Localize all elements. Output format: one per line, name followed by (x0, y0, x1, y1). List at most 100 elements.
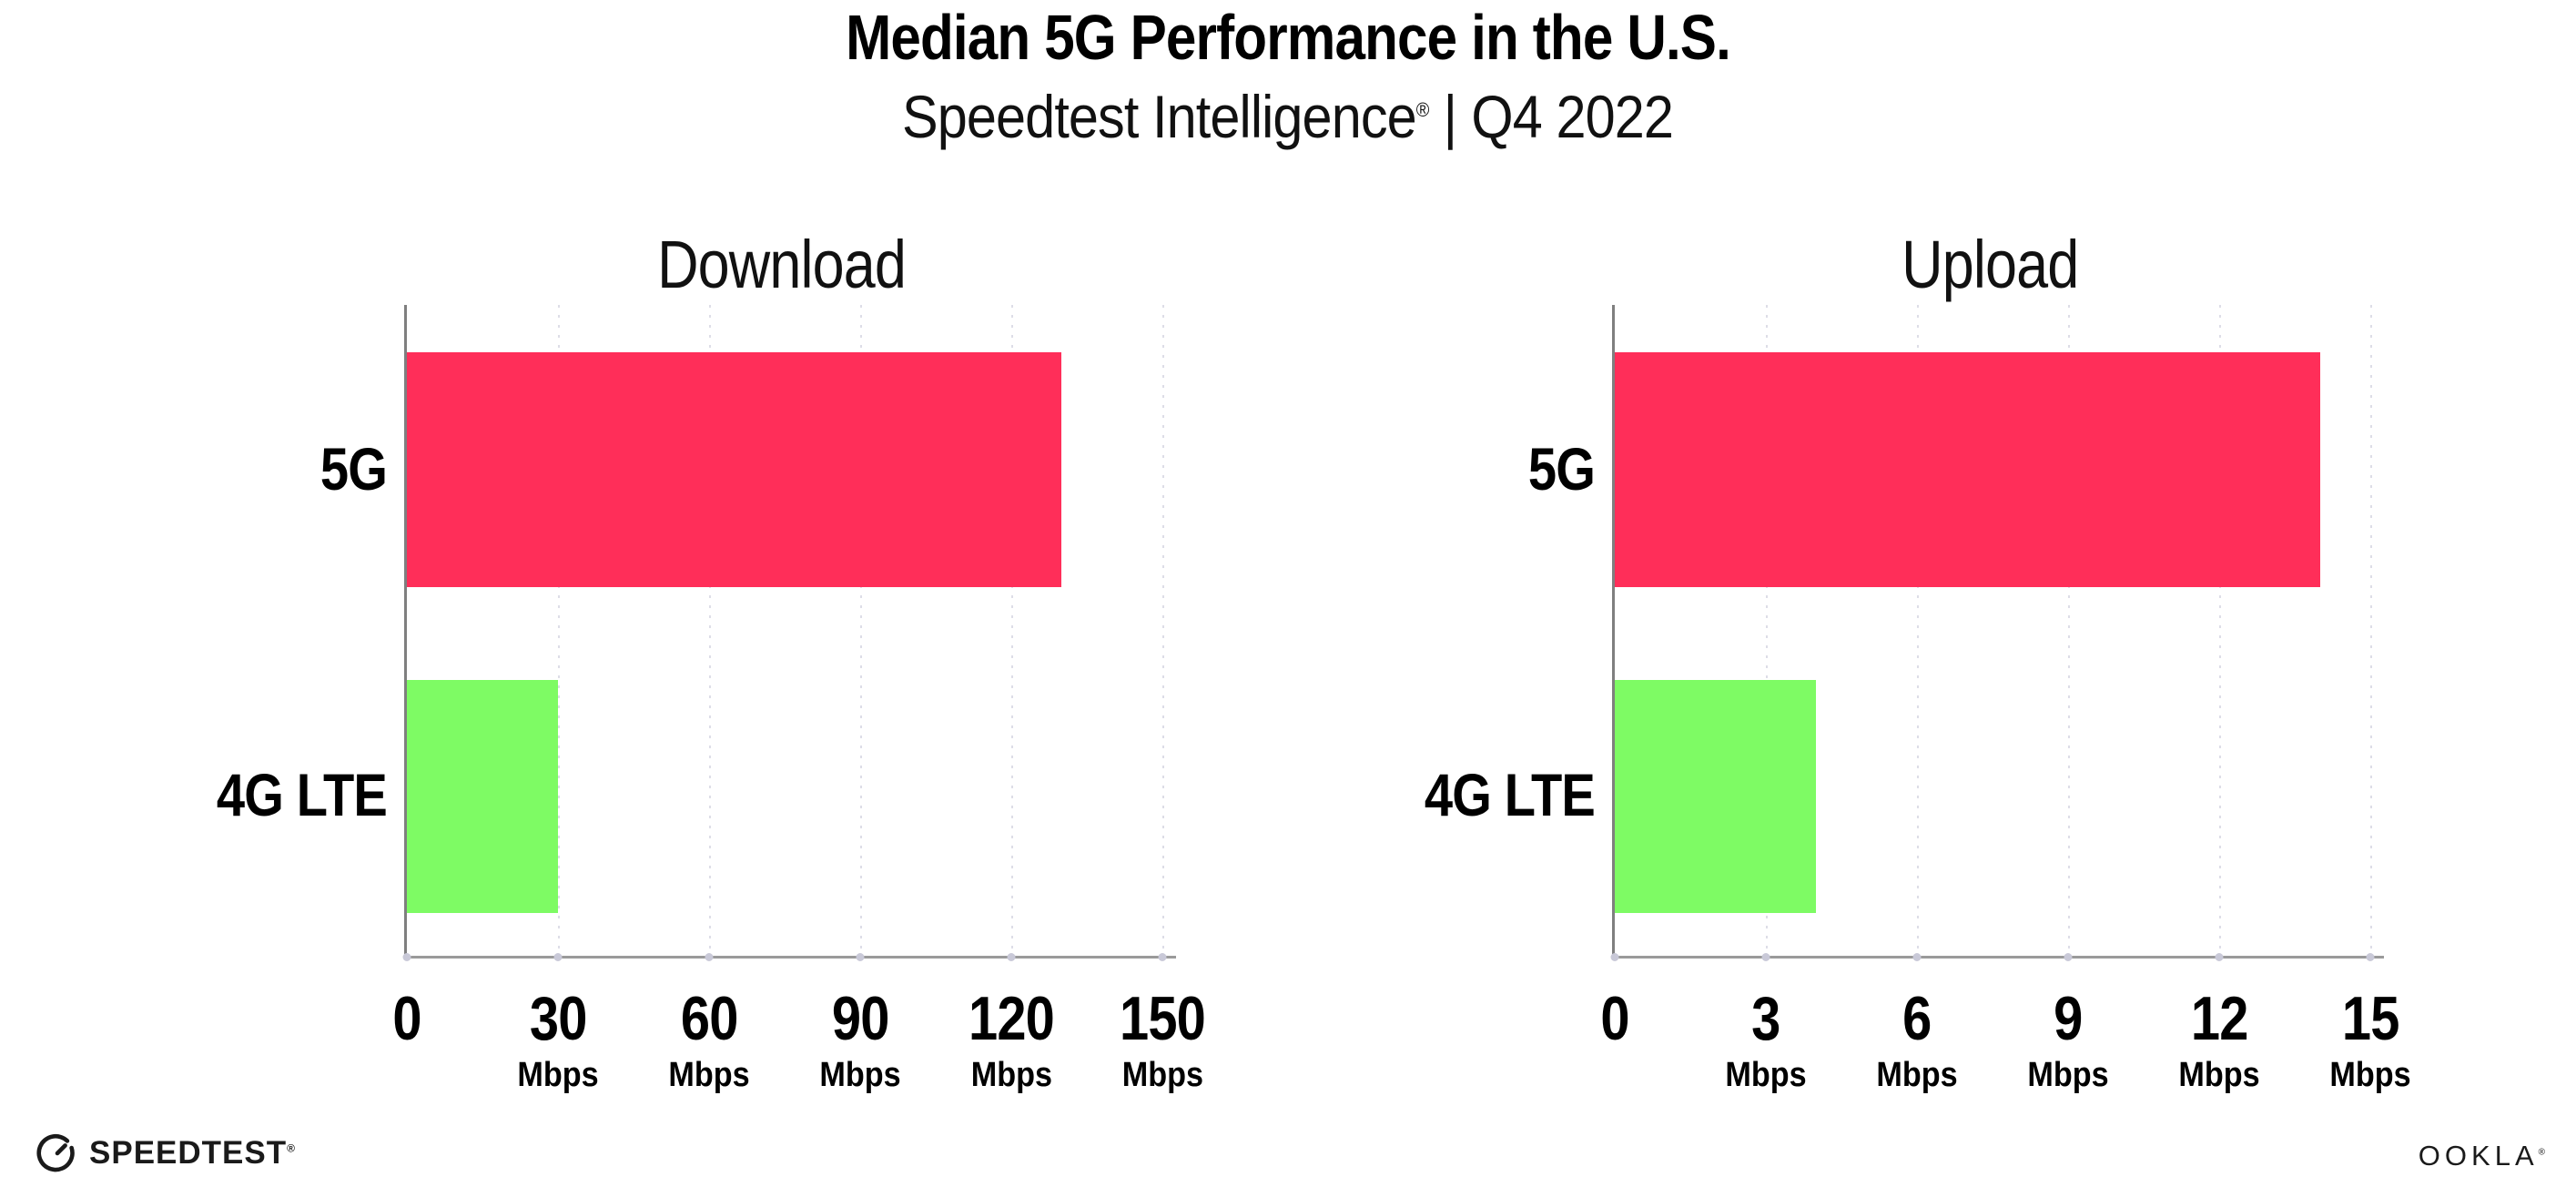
subtitle-divider: | (1444, 83, 1457, 150)
tick-unit: Mbps (2023, 1056, 2113, 1095)
grid-line-120 (1011, 305, 1013, 956)
tick-number: 0 (1600, 984, 1629, 1053)
tick-number: 6 (1902, 984, 1932, 1053)
page-title-text: Median 5G Performance in the U.S. (846, 2, 1731, 73)
page-subtitle: Speedtest Intelligence® | Q4 2022 (0, 82, 2576, 151)
axis-tick-dot (1761, 953, 1770, 961)
subtitle-brand: Speedtest Intelligence® | Q4 2022 (902, 83, 1675, 150)
axis-tick-dot (1610, 953, 1619, 961)
axis-tick-dot (705, 953, 714, 961)
tick-unit-text: Mbps (2178, 1056, 2260, 1094)
tick-label-15: 15 Mbps (2325, 983, 2415, 1095)
page-title: Median 5G Performance in the U.S. (0, 5, 2576, 69)
category-label-text: 5G (319, 435, 388, 503)
category-label-5g: 5G (1516, 434, 1596, 503)
tick-unit: Mbps (664, 1056, 754, 1095)
axis-tick-dot (856, 953, 865, 961)
axis-tick-dot (2366, 953, 2375, 961)
tick-unit: Mbps (2325, 1056, 2415, 1095)
tick-number: 12 (2190, 984, 2248, 1053)
speedtest-wordmark: SPEEDTEST® (89, 1135, 296, 1171)
tick-number: 9 (2054, 984, 2083, 1053)
tick-number: 3 (1751, 984, 1780, 1053)
tick-label-0: 0 (1598, 983, 1632, 1054)
grid-line-60 (709, 305, 711, 956)
download-chart-title: Download (404, 226, 1160, 303)
tick-label-30: 30 Mbps (512, 983, 603, 1095)
axis-tick-dot (402, 953, 411, 961)
tick-unit-text: Mbps (1725, 1056, 1807, 1094)
grid-line-9 (2068, 305, 2070, 956)
category-label-text: 4G LTE (1424, 760, 1596, 828)
tick-unit-text: Mbps (819, 1056, 901, 1094)
tick-label-60: 60 Mbps (664, 983, 754, 1095)
category-label-4g-lte: 4G LTE (1394, 760, 1596, 829)
tick-unit-text: Mbps (2027, 1056, 2109, 1094)
axis-tick-dot (1007, 953, 1016, 961)
tick-number: 90 (831, 984, 889, 1053)
axis-tick-dot (1158, 953, 1167, 961)
category-label-text: 4G LTE (216, 760, 388, 828)
ookla-registered-icon: ® (2538, 1147, 2545, 1158)
grid-line-12 (2219, 305, 2221, 956)
ookla-logo: OOKLA® (2419, 1140, 2545, 1172)
tick-label-120: 120 Mbps (961, 983, 1061, 1095)
tick-unit: Mbps (512, 1056, 603, 1095)
bar-4g-lte (1615, 680, 1817, 913)
tick-unit: Mbps (2174, 1056, 2264, 1095)
tick-unit-text: Mbps (517, 1056, 599, 1094)
category-label-4g-lte: 4G LTE (187, 760, 388, 829)
grid-line-3 (1766, 305, 1768, 956)
tick-number: 150 (1120, 984, 1206, 1053)
tick-label-150: 150 Mbps (1112, 983, 1212, 1095)
bar-5g (407, 352, 1062, 587)
speedtest-registered-icon: ® (287, 1141, 296, 1155)
category-label-5g: 5G (309, 434, 388, 503)
tick-label-12: 12 Mbps (2174, 983, 2264, 1095)
registered-mark-icon: ® (1416, 98, 1430, 121)
header: Median 5G Performance in the U.S. Speedt… (0, 5, 2576, 151)
speedtest-logo: SPEEDTEST® (36, 1132, 296, 1174)
tick-number: 30 (529, 984, 587, 1053)
tick-number: 0 (392, 984, 421, 1053)
chart-title: Download (657, 227, 908, 302)
tick-number: 15 (2341, 984, 2399, 1053)
axis-tick-dot (2215, 953, 2224, 961)
tick-unit-text: Mbps (2329, 1056, 2411, 1094)
tick-number: 120 (969, 984, 1055, 1053)
chart-title: Upload (1901, 227, 2079, 302)
axis-tick-dot (553, 953, 563, 961)
tick-label-9: 9 Mbps (2023, 983, 2113, 1095)
tick-label-3: 3 Mbps (1720, 983, 1810, 1095)
tick-unit: Mbps (815, 1056, 905, 1095)
tick-label-6: 6 Mbps (1871, 983, 1962, 1095)
tick-unit: Mbps (1871, 1056, 1962, 1095)
bar-5g (1615, 352, 2320, 587)
grid-line-6 (1917, 305, 1919, 956)
tick-unit-text: Mbps (1121, 1056, 1203, 1094)
speedtest-gauge-icon (36, 1133, 75, 1172)
upload-plot-area: 0 3 Mbps 6 Mbps 9 Mbps 12 Mbps 15 Mbps 5G 4G LTE (1425, 305, 2411, 1094)
category-label-text: 5G (1527, 435, 1596, 503)
grid-line-90 (860, 305, 862, 956)
ookla-wordmark: OOKLA (2418, 1140, 2539, 1172)
tick-label-90: 90 Mbps (815, 983, 905, 1095)
tick-unit-text: Mbps (1876, 1056, 1958, 1094)
tick-number: 60 (680, 984, 738, 1053)
grid-line-150 (1162, 305, 1164, 956)
download-plot-area: 0 30 Mbps 60 Mbps 90 Mbps 120 Mbps 150 Mbps 5G 4G LT… (217, 305, 1206, 1094)
tick-unit: Mbps (1112, 1056, 1212, 1095)
subtitle-period: Q4 2022 (1471, 83, 1674, 150)
tick-unit: Mbps (961, 1056, 1061, 1095)
axis-tick-dot (2064, 953, 2073, 961)
tick-unit: Mbps (1720, 1056, 1810, 1095)
bar-4g-lte (407, 680, 558, 913)
tick-unit-text: Mbps (970, 1056, 1052, 1094)
axis-tick-dot (1912, 953, 1922, 961)
grid-line-15 (2370, 305, 2372, 956)
tick-unit-text: Mbps (668, 1056, 750, 1094)
upload-chart-title: Upload (1612, 226, 2368, 303)
grid-line-30 (558, 305, 560, 956)
tick-label-0: 0 (390, 983, 424, 1054)
